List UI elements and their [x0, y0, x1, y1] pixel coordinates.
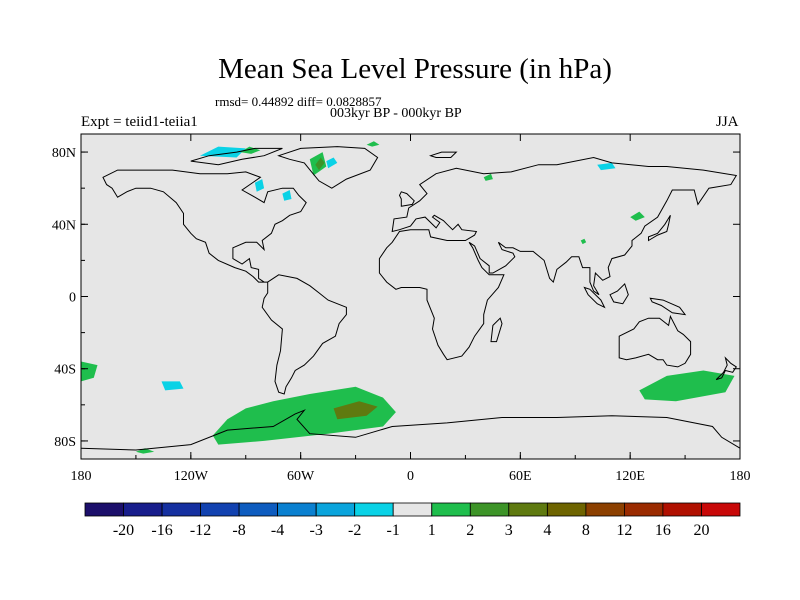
colorbar-label: 20 — [694, 522, 710, 539]
map-area — [80, 134, 741, 459]
colorbar-label: 8 — [582, 522, 590, 539]
period-subtitle: 003kyr BP - 000kyr BP — [330, 106, 462, 121]
colorbar-label: 3 — [505, 522, 513, 539]
anomaly-arctic-canada-negative — [200, 146, 246, 158]
colorbar-swatch — [84, 502, 124, 517]
x-tick-label: 120W — [174, 469, 209, 484]
coastline-greenland — [277, 146, 379, 189]
colorbar-label: -20 — [113, 522, 134, 539]
coastline-new-zealand — [715, 356, 737, 381]
colorbar-swatch — [354, 502, 394, 517]
coastline-eurasia-africa — [378, 156, 738, 361]
season-label: JJA — [716, 114, 739, 130]
colorbar-swatch — [585, 502, 625, 517]
y-tick-label: 40N — [52, 218, 76, 233]
anomaly-hudson-negative — [254, 179, 265, 192]
colorbar-swatch — [392, 502, 433, 517]
colorbar-label: 12 — [616, 522, 632, 539]
colorbar-swatch — [315, 502, 356, 517]
colorbar-label: -12 — [190, 522, 211, 539]
colorbar-label: -3 — [310, 522, 323, 539]
x-tick-label: 180 — [71, 469, 92, 484]
experiment-label: Expt = teiid1-teiia1 — [81, 114, 198, 130]
colorbar-swatch — [624, 502, 664, 517]
coastline-britain — [398, 191, 415, 207]
rmsd-diff-stats: rmsd= 0.44892 diff= 0.0828857 — [215, 94, 382, 109]
colorbar-label: -16 — [151, 522, 172, 539]
colorbar-label: 2 — [466, 522, 474, 539]
map-axes: 80N 40N 0 40S 80S 180 120W 60W 0 60E 120E 180 — [52, 133, 751, 484]
colorbar-swatch — [161, 502, 202, 517]
coastline-japan — [648, 215, 671, 242]
colorbar-swatch — [123, 502, 163, 517]
colorbar-swatch — [662, 502, 702, 517]
coastline-borneo — [609, 282, 629, 305]
colorbar-swatch — [431, 502, 471, 517]
coastline-svalbard — [428, 151, 458, 158]
colorbar-label: -2 — [348, 522, 361, 539]
colorbar-swatch — [508, 502, 548, 517]
map-background — [81, 134, 740, 459]
anomaly-south-pacific-negative — [161, 381, 184, 391]
colorbar-label: 1 — [428, 522, 436, 539]
coastline-south-america — [261, 274, 347, 395]
map-title: Mean Sea Level Pressure (in hPa) — [218, 53, 612, 85]
colorbar-swatch — [469, 502, 510, 517]
coastline-sumatra — [583, 286, 606, 309]
anomaly-greenland-east-negative — [326, 157, 338, 169]
colorbar-label: -8 — [232, 522, 245, 539]
coastline-antarctica — [80, 409, 741, 451]
anomaly-mongolia-positive — [630, 211, 645, 221]
x-tick-label: 60E — [509, 469, 532, 484]
coastline-new-guinea — [649, 297, 687, 316]
colorbar-swatch — [701, 502, 741, 517]
anomaly-antarctic-coast-positive — [135, 448, 155, 454]
anomaly-southern-ocean-positive — [212, 386, 396, 445]
coastline-madagascar — [490, 317, 503, 343]
anomaly-southern-ocean-core — [333, 401, 378, 420]
anomaly-south-atlantic-west-positive — [81, 361, 98, 382]
colorbar-swatch — [238, 502, 279, 517]
y-tick-label: 40S — [54, 363, 76, 378]
x-tick-label: 60W — [287, 469, 315, 484]
coastline-arctic-islands — [190, 147, 283, 166]
x-tick-label: 120E — [615, 469, 645, 484]
colorbar-swatch — [547, 502, 587, 517]
coastline-north-america — [102, 169, 307, 283]
colorbar-swatch — [277, 502, 317, 517]
colorbar-swatch — [200, 502, 240, 517]
anomaly-arctic-canada-positive — [240, 146, 261, 154]
anomaly-australia-south-positive — [639, 370, 735, 402]
anomaly-baffin-negative — [282, 190, 292, 201]
anomaly-siberia-negative — [597, 162, 616, 171]
colorbar-label: -4 — [271, 522, 284, 539]
y-tick-label: 80S — [54, 435, 76, 450]
y-tick-label: 80N — [52, 146, 76, 161]
colorbar-label: 16 — [655, 522, 671, 539]
colorbar-label: 4 — [543, 522, 551, 539]
anomaly-iceland-positive — [366, 141, 380, 147]
x-tick-label: 0 — [407, 469, 414, 484]
anomaly-tibet-positive — [580, 238, 587, 245]
colorbar-label: -1 — [387, 522, 400, 539]
x-tick-label: 180 — [730, 469, 751, 484]
coastline-australia — [618, 314, 692, 368]
colorbar: -20 -16 -12 -8 -4 -3 -2 -1 1 2 3 4 8 12 16 20 — [84, 502, 741, 539]
anomaly-siberia-positive — [483, 173, 493, 181]
y-tick-label: 0 — [69, 291, 76, 306]
anomaly-greenland-core — [315, 157, 325, 171]
